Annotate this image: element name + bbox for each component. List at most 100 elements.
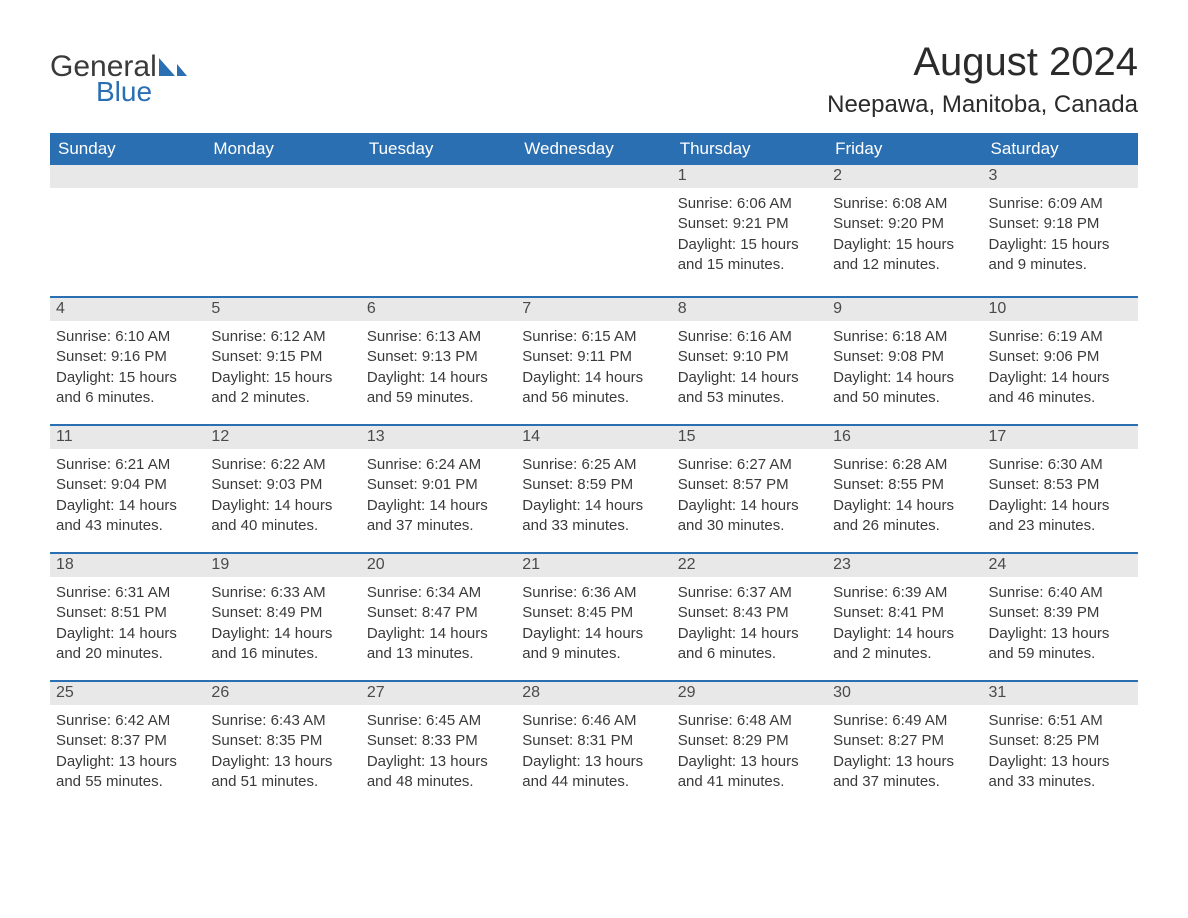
calendar-day-cell: 9Sunrise: 6:18 AMSunset: 9:08 PMDaylight…	[827, 297, 982, 425]
sunset-text: Sunset: 8:57 PM	[678, 475, 821, 495]
sunrise-text: Sunrise: 6:22 AM	[211, 455, 354, 475]
sunrise-text: Sunrise: 6:08 AM	[833, 194, 976, 214]
day-details: Sunrise: 6:18 AMSunset: 9:08 PMDaylight:…	[827, 321, 982, 410]
day-number: 22	[672, 554, 827, 577]
calendar-day-cell: 28Sunrise: 6:46 AMSunset: 8:31 PMDayligh…	[516, 681, 671, 809]
sunset-text: Sunset: 8:27 PM	[833, 731, 976, 751]
daylight-text: Daylight: 13 hours and 33 minutes.	[989, 752, 1132, 793]
day-number: 12	[205, 426, 360, 449]
sunrise-text: Sunrise: 6:36 AM	[522, 583, 665, 603]
day-number: 13	[361, 426, 516, 449]
weekday-header: Saturday	[983, 133, 1138, 165]
sunrise-text: Sunrise: 6:06 AM	[678, 194, 821, 214]
calendar-page: General Blue August 2024 Neepawa, Manito…	[0, 0, 1188, 839]
sunrise-text: Sunrise: 6:09 AM	[989, 194, 1132, 214]
day-details: Sunrise: 6:08 AMSunset: 9:20 PMDaylight:…	[827, 188, 982, 277]
day-details: Sunrise: 6:43 AMSunset: 8:35 PMDaylight:…	[205, 705, 360, 794]
calendar-week-row: 11Sunrise: 6:21 AMSunset: 9:04 PMDayligh…	[50, 425, 1138, 553]
daylight-text: Daylight: 13 hours and 48 minutes.	[367, 752, 510, 793]
day-details: Sunrise: 6:40 AMSunset: 8:39 PMDaylight:…	[983, 577, 1138, 666]
weekday-header-row: Sunday Monday Tuesday Wednesday Thursday…	[50, 133, 1138, 165]
day-number: 30	[827, 682, 982, 705]
sunrise-text: Sunrise: 6:48 AM	[678, 711, 821, 731]
calendar-day-cell: 17Sunrise: 6:30 AMSunset: 8:53 PMDayligh…	[983, 425, 1138, 553]
sunrise-text: Sunrise: 6:43 AM	[211, 711, 354, 731]
calendar-day-cell: 21Sunrise: 6:36 AMSunset: 8:45 PMDayligh…	[516, 553, 671, 681]
calendar-week-row: 18Sunrise: 6:31 AMSunset: 8:51 PMDayligh…	[50, 553, 1138, 681]
sunset-text: Sunset: 9:11 PM	[522, 347, 665, 367]
calendar-day-cell	[516, 165, 671, 297]
day-number: 11	[50, 426, 205, 449]
day-details: Sunrise: 6:34 AMSunset: 8:47 PMDaylight:…	[361, 577, 516, 666]
sunrise-text: Sunrise: 6:30 AM	[989, 455, 1132, 475]
sunrise-text: Sunrise: 6:27 AM	[678, 455, 821, 475]
day-number: 4	[50, 298, 205, 321]
sunset-text: Sunset: 9:20 PM	[833, 214, 976, 234]
calendar-day-cell: 3Sunrise: 6:09 AMSunset: 9:18 PMDaylight…	[983, 165, 1138, 297]
daylight-text: Daylight: 14 hours and 23 minutes.	[989, 496, 1132, 537]
day-number	[516, 165, 671, 188]
day-details: Sunrise: 6:21 AMSunset: 9:04 PMDaylight:…	[50, 449, 205, 538]
page-header: General Blue August 2024 Neepawa, Manito…	[50, 40, 1138, 125]
calendar-day-cell	[50, 165, 205, 297]
calendar-day-cell: 30Sunrise: 6:49 AMSunset: 8:27 PMDayligh…	[827, 681, 982, 809]
sunset-text: Sunset: 9:03 PM	[211, 475, 354, 495]
daylight-text: Daylight: 14 hours and 56 minutes.	[522, 368, 665, 409]
sunset-text: Sunset: 8:41 PM	[833, 603, 976, 623]
calendar-day-cell	[361, 165, 516, 297]
calendar-day-cell: 7Sunrise: 6:15 AMSunset: 9:11 PMDaylight…	[516, 297, 671, 425]
calendar-day-cell: 2Sunrise: 6:08 AMSunset: 9:20 PMDaylight…	[827, 165, 982, 297]
sunset-text: Sunset: 9:10 PM	[678, 347, 821, 367]
sunrise-text: Sunrise: 6:31 AM	[56, 583, 199, 603]
daylight-text: Daylight: 15 hours and 15 minutes.	[678, 235, 821, 276]
daylight-text: Daylight: 14 hours and 13 minutes.	[367, 624, 510, 665]
sunset-text: Sunset: 8:45 PM	[522, 603, 665, 623]
sunset-text: Sunset: 8:35 PM	[211, 731, 354, 751]
day-details: Sunrise: 6:36 AMSunset: 8:45 PMDaylight:…	[516, 577, 671, 666]
calendar-day-cell: 27Sunrise: 6:45 AMSunset: 8:33 PMDayligh…	[361, 681, 516, 809]
calendar-day-cell: 12Sunrise: 6:22 AMSunset: 9:03 PMDayligh…	[205, 425, 360, 553]
calendar-day-cell: 10Sunrise: 6:19 AMSunset: 9:06 PMDayligh…	[983, 297, 1138, 425]
calendar-week-row: 4Sunrise: 6:10 AMSunset: 9:16 PMDaylight…	[50, 297, 1138, 425]
sunset-text: Sunset: 8:43 PM	[678, 603, 821, 623]
daylight-text: Daylight: 13 hours and 41 minutes.	[678, 752, 821, 793]
calendar-day-cell: 23Sunrise: 6:39 AMSunset: 8:41 PMDayligh…	[827, 553, 982, 681]
weekday-header: Friday	[827, 133, 982, 165]
day-details: Sunrise: 6:30 AMSunset: 8:53 PMDaylight:…	[983, 449, 1138, 538]
sunrise-text: Sunrise: 6:33 AM	[211, 583, 354, 603]
calendar-day-cell: 25Sunrise: 6:42 AMSunset: 8:37 PMDayligh…	[50, 681, 205, 809]
daylight-text: Daylight: 13 hours and 44 minutes.	[522, 752, 665, 793]
day-number: 8	[672, 298, 827, 321]
calendar-day-cell: 24Sunrise: 6:40 AMSunset: 8:39 PMDayligh…	[983, 553, 1138, 681]
weekday-header: Monday	[205, 133, 360, 165]
weekday-header: Wednesday	[516, 133, 671, 165]
sunrise-text: Sunrise: 6:39 AM	[833, 583, 976, 603]
sunset-text: Sunset: 8:33 PM	[367, 731, 510, 751]
daylight-text: Daylight: 13 hours and 59 minutes.	[989, 624, 1132, 665]
calendar-day-cell: 19Sunrise: 6:33 AMSunset: 8:49 PMDayligh…	[205, 553, 360, 681]
calendar-day-cell: 1Sunrise: 6:06 AMSunset: 9:21 PMDaylight…	[672, 165, 827, 297]
daylight-text: Daylight: 14 hours and 46 minutes.	[989, 368, 1132, 409]
day-details: Sunrise: 6:16 AMSunset: 9:10 PMDaylight:…	[672, 321, 827, 410]
day-number: 9	[827, 298, 982, 321]
day-number: 15	[672, 426, 827, 449]
location-subtitle: Neepawa, Manitoba, Canada	[827, 91, 1138, 119]
day-details: Sunrise: 6:24 AMSunset: 9:01 PMDaylight:…	[361, 449, 516, 538]
brand-sail-icon	[157, 56, 187, 78]
sunset-text: Sunset: 9:04 PM	[56, 475, 199, 495]
day-number: 21	[516, 554, 671, 577]
daylight-text: Daylight: 15 hours and 12 minutes.	[833, 235, 976, 276]
sunrise-text: Sunrise: 6:21 AM	[56, 455, 199, 475]
sunset-text: Sunset: 9:01 PM	[367, 475, 510, 495]
day-details: Sunrise: 6:25 AMSunset: 8:59 PMDaylight:…	[516, 449, 671, 538]
weekday-header: Sunday	[50, 133, 205, 165]
brand-text-2: Blue	[96, 78, 187, 106]
day-details: Sunrise: 6:12 AMSunset: 9:15 PMDaylight:…	[205, 321, 360, 410]
sunrise-text: Sunrise: 6:37 AM	[678, 583, 821, 603]
calendar-day-cell: 11Sunrise: 6:21 AMSunset: 9:04 PMDayligh…	[50, 425, 205, 553]
daylight-text: Daylight: 15 hours and 6 minutes.	[56, 368, 199, 409]
sunset-text: Sunset: 8:51 PM	[56, 603, 199, 623]
sunset-text: Sunset: 9:16 PM	[56, 347, 199, 367]
day-number: 3	[983, 165, 1138, 188]
daylight-text: Daylight: 13 hours and 37 minutes.	[833, 752, 976, 793]
